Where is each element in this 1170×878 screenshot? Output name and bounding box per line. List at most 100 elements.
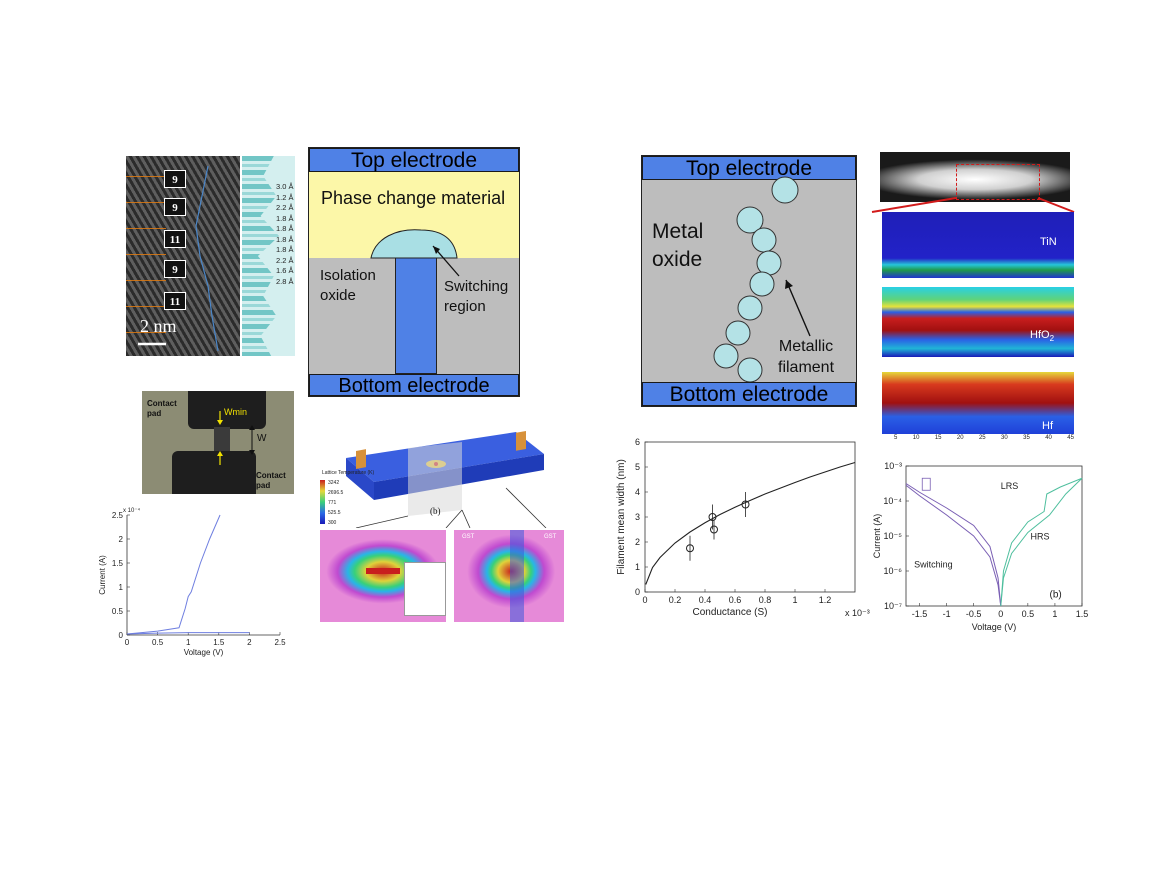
pad-label-top: Contact pad xyxy=(147,399,177,418)
dimension-arrows xyxy=(217,411,255,465)
switching-loop xyxy=(921,477,931,491)
annotation-panel-b: (b) xyxy=(1050,589,1062,600)
x-tick-label: 0.6 xyxy=(729,595,742,605)
y-multiplier: x 10⁻⁴ xyxy=(123,507,141,514)
y-tick-label: 0 xyxy=(635,587,640,597)
y-tick-label: 10⁻⁵ xyxy=(884,531,903,541)
eels-map-hfo2 xyxy=(882,287,1074,357)
legend-title: Lattice Temperature (K) xyxy=(322,470,375,476)
data-point xyxy=(708,513,717,521)
x-tick-label: 0.5 xyxy=(1022,609,1035,619)
rram-top-electrode: Top electrode xyxy=(642,156,856,180)
stack-label-2: 9 xyxy=(164,198,186,216)
rram-bottom-electrode: Bottom electrode xyxy=(642,382,856,406)
eels-x-ticks: 5 10 15 20 25 30 35 40 45 xyxy=(894,435,1074,441)
spacing-labels: 3.0 Å 1.2 Å 2.2 Å 1.8 Å 1.8 Å 1.8 Å 1.8 … xyxy=(276,182,295,287)
stem-trace xyxy=(138,165,219,352)
plot-frame xyxy=(644,441,856,593)
device-micrograph: Contact pad Contact pad Wmin W xyxy=(142,391,294,494)
y-tick-label: 2.5 xyxy=(112,511,124,520)
curve-negative-sweep xyxy=(905,483,1002,607)
rram-schematic: Top electrode Metal oxide Metallic filamen… xyxy=(641,155,857,407)
x-tick-label: 0 xyxy=(642,595,647,605)
y-tick-label: 6 xyxy=(635,437,640,447)
x-multiplier: x 10⁻³ xyxy=(845,608,870,618)
thermal-heater-column xyxy=(510,530,524,622)
x-tick-label: 0 xyxy=(125,638,130,647)
legend-values: 3242 2696.5 771 525.5 300 xyxy=(328,480,344,526)
x-tick-label: 1 xyxy=(792,595,797,605)
spacing-label: 3.0 Å xyxy=(276,182,294,191)
colorbar xyxy=(320,480,325,524)
rram-filament-label: Metallic filament xyxy=(778,338,835,376)
x-tick-label: 1.5 xyxy=(1076,609,1089,619)
pcm-bottom-electrode: Bottom electrode xyxy=(309,374,519,396)
stack-label-4: 9 xyxy=(164,260,186,278)
annotation-hrs: HRS xyxy=(1031,532,1050,542)
data-point xyxy=(741,500,750,509)
x-tick-label: -0.5 xyxy=(966,609,982,619)
y-tick-label: 0 xyxy=(119,631,124,640)
gst-label-right: GST xyxy=(544,534,557,540)
x-tick-label: 0.4 xyxy=(699,595,712,605)
x-tick-label: 1.2 xyxy=(819,595,832,605)
x-tick-label: 0.8 xyxy=(759,595,772,605)
spacing-label: 1.6 Å xyxy=(276,266,294,275)
y-tick-label: 1 xyxy=(635,562,640,572)
wmin-label: Wmin xyxy=(224,407,247,417)
stack-label-3: 11 xyxy=(164,230,186,248)
y-axis-label: Current (A) xyxy=(872,514,882,559)
contact-pad-top xyxy=(188,391,266,429)
thermal-simulation-panel: Lattice Temperature (K) 3242 2696.5 771 … xyxy=(316,428,566,628)
y-tick-label: 10⁻³ xyxy=(884,461,902,471)
x-tick-label: 0.5 xyxy=(152,638,164,647)
eels-map-label-hfo2: HfO2 xyxy=(1030,329,1055,344)
x-tick-label: 0 xyxy=(998,609,1003,619)
x-axis-label: Conductance (S) xyxy=(692,607,767,618)
x-tick-label: 2 xyxy=(247,638,252,647)
y-tick-label: 2 xyxy=(119,535,124,544)
tem-crosssection xyxy=(880,152,1070,202)
plot-frame xyxy=(905,465,1083,607)
eels-panel: TiN HfO2 Hf 5 10 15 20 25 30 35 40 45 xyxy=(866,150,1078,445)
pcm-switching-dome xyxy=(370,229,460,277)
x-tick-label: -1.5 xyxy=(912,609,928,619)
spacing-label: 1.2 Å xyxy=(276,192,294,202)
pcm-heater xyxy=(395,256,437,374)
x-tick-label: -1 xyxy=(943,609,951,619)
pcm-top-electrode: Top electrode xyxy=(309,148,519,172)
stack-label-1: 9 xyxy=(164,170,186,188)
x-tick-label: 1 xyxy=(186,638,191,647)
chart-rram-iv: -1.5 -1 -0.5 0 0.5 1 1.5 10⁻⁷ 10⁻⁶ 10⁻⁵ 10⁻⁴ 10⁻³ Vo… xyxy=(872,461,1089,632)
y-tick-label: 10⁻⁴ xyxy=(883,496,902,506)
annotation-switching: Switching xyxy=(914,560,953,570)
gst-label-left: GST xyxy=(462,534,475,540)
roi-lines xyxy=(871,197,1075,213)
pcm-isolation-left xyxy=(309,258,395,374)
x-tick-label: 0.2 xyxy=(669,595,682,605)
y-tick-label: 5 xyxy=(635,462,640,472)
series-line-1 xyxy=(126,514,221,635)
data-point xyxy=(686,544,694,553)
stack-label-5: 11 xyxy=(164,292,186,310)
y-axis-label: Filament mean width (nm) xyxy=(616,459,627,575)
curve-positive-return xyxy=(1000,477,1083,607)
intensity-profile xyxy=(242,156,295,356)
y-axis-label: Current (A) xyxy=(98,555,107,595)
thermal-hotspot-bar xyxy=(366,568,400,574)
device-3d-model xyxy=(346,430,547,528)
y-tick-label: 10⁻⁷ xyxy=(884,601,902,611)
x-axis-label: Voltage (V) xyxy=(184,648,224,657)
eels-map-hf xyxy=(882,372,1074,434)
tem-roi-box xyxy=(956,164,1040,200)
constriction xyxy=(214,427,230,453)
y-tick-label: 2 xyxy=(635,537,640,547)
spacing-label: 1.8 Å xyxy=(276,224,294,233)
eels-map-tin xyxy=(882,212,1074,278)
stem-image-panel: 9 9 11 9 11 2 nm 3.0 Å 1.2 Å 2.2 Å 1.8 Å… xyxy=(126,156,295,356)
y-tick-label: 3 xyxy=(635,512,640,522)
y-tick-label: 10⁻⁶ xyxy=(884,566,903,576)
pcm-material-label: Phase change material xyxy=(321,188,506,208)
thermal-inset-legend xyxy=(404,562,446,616)
